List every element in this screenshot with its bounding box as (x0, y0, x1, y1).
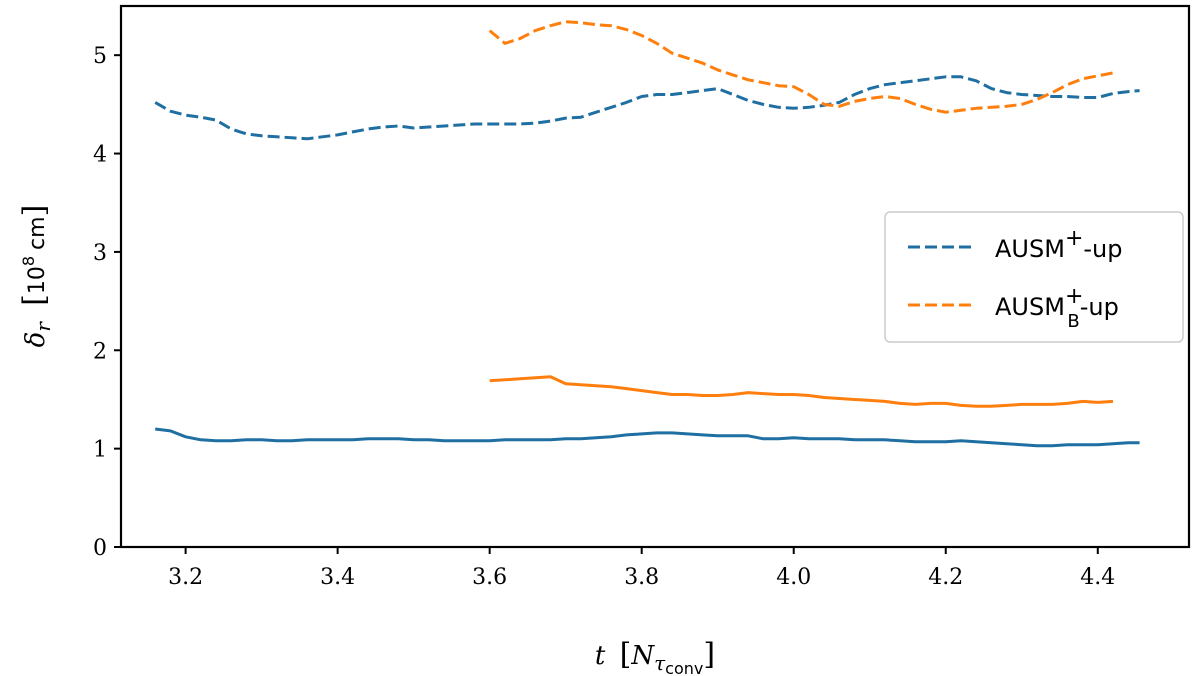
legend-box (884, 211, 1184, 343)
y-tick-label: 3 (93, 241, 107, 266)
x-axis-unit-sub: τ (654, 651, 666, 675)
legend-0-sup: + (1065, 226, 1083, 251)
series-layer (154, 20, 1140, 448)
y-axis-bracket-close: ] (17, 205, 52, 217)
legend-1-sup: + (1065, 284, 1083, 309)
x-axis: 3.2 3.4 3.6 3.8 4.0 4.2 4.4 (168, 547, 1115, 590)
legend-0-suffix: -up (1083, 235, 1122, 263)
y-axis-bracket-open: [ (17, 294, 52, 306)
y-axis-title: δr [108 cm] (17, 205, 57, 348)
series-line-0 (154, 75, 1140, 141)
x-axis-unit-prefix: N (630, 641, 655, 671)
y-axis-unit: cm (25, 216, 50, 250)
x-axis-symbol: t (595, 641, 606, 671)
legend-label-ausm-up: AUSM+-up (995, 226, 1122, 263)
y-tick-label: 1 (93, 438, 107, 463)
x-tick-label: 4.2 (928, 565, 963, 590)
y-tick-label: 0 (93, 536, 107, 561)
series-line-3 (489, 375, 1114, 408)
legend-1-suffix: -up (1080, 293, 1119, 321)
y-axis-symbol: δ (21, 332, 51, 348)
y-axis-unit-exp: 8 (19, 256, 38, 266)
x-tick-label: 3.6 (472, 565, 507, 590)
legend-label-ausm-b-up: AUSM+ B-up (995, 284, 1119, 332)
x-axis-title: t [Nτconv] (595, 637, 715, 676)
x-axis-bracket-open: [ (620, 637, 632, 672)
legend: AUSM+-up AUSM+ B-up (884, 211, 1184, 343)
plot-frame (119, 4, 1191, 549)
x-tick-label: 4.0 (776, 565, 811, 590)
y-tick-label: 5 (93, 44, 107, 69)
y-axis: 0 1 2 3 4 5 (93, 44, 121, 561)
y-tick-label: 2 (93, 339, 107, 364)
x-tick-label: 3.2 (168, 565, 203, 590)
legend-1-label: AUSM (995, 293, 1065, 321)
y-axis-sub: r (31, 321, 55, 332)
x-axis-unit-subsub: conv (665, 659, 703, 676)
legend-0-label: AUSM (995, 235, 1065, 263)
legend-1-sub: B (1067, 311, 1079, 332)
y-axis-unit-base: 10 (25, 266, 50, 294)
series-line-2 (488, 20, 1114, 114)
series-line-1 (155, 427, 1140, 448)
y-tick-label: 4 (93, 143, 107, 168)
x-tick-label: 4.4 (1080, 565, 1115, 590)
x-axis-bracket-close: ] (703, 637, 715, 672)
x-tick-label: 3.4 (320, 565, 355, 590)
x-tick-label: 3.8 (624, 565, 659, 590)
